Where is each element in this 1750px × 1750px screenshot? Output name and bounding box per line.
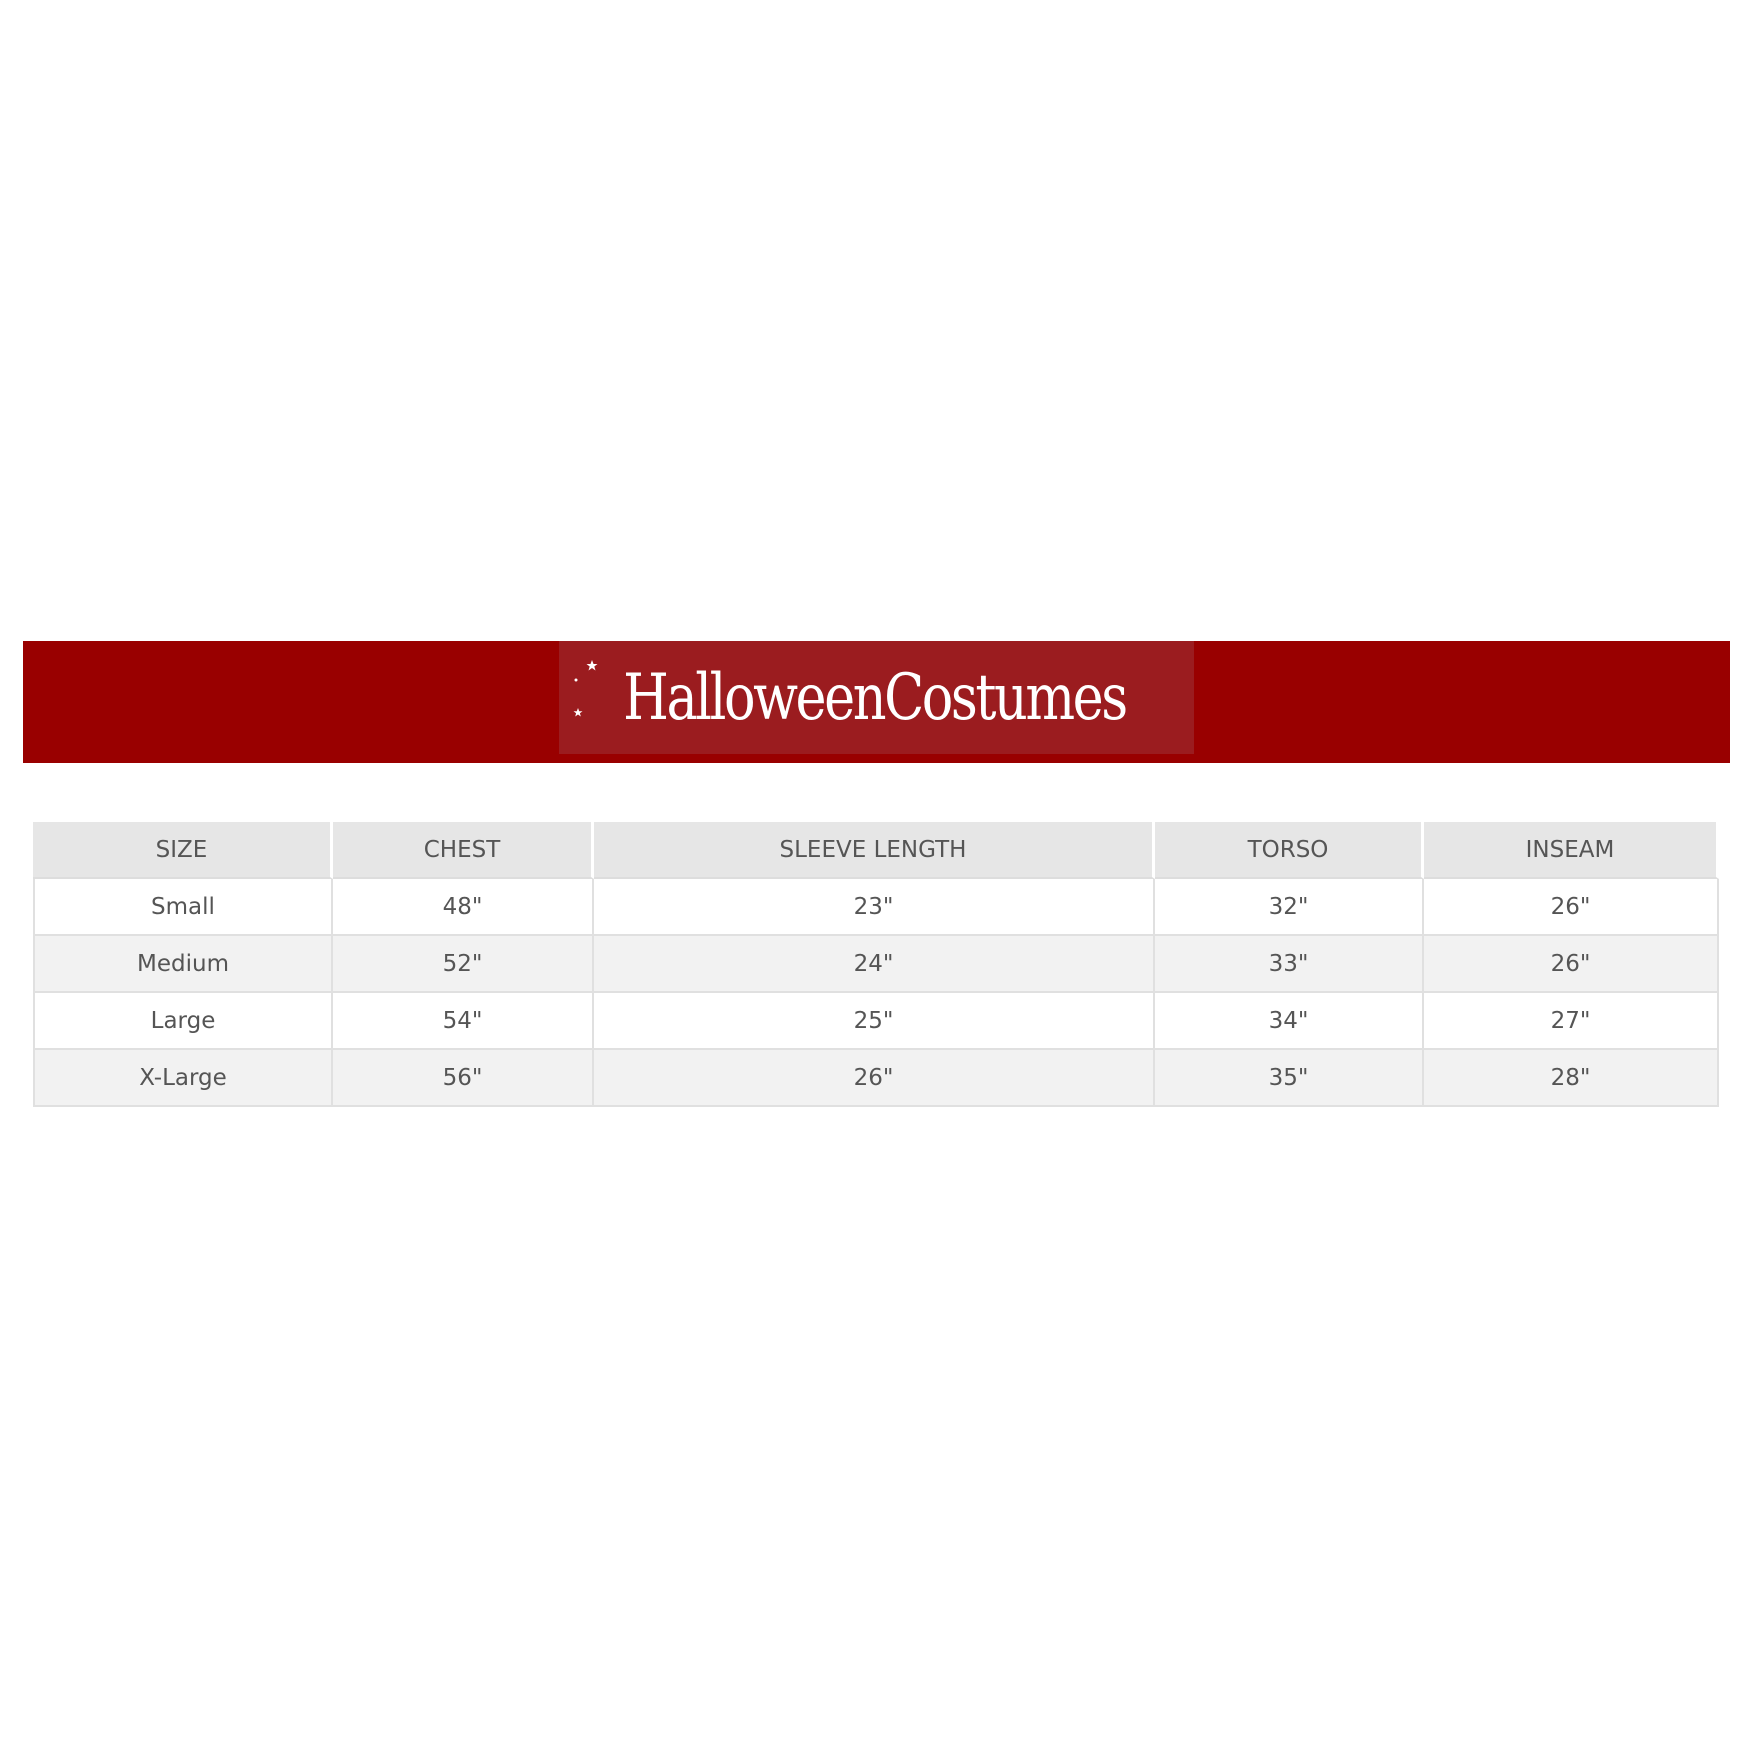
cell-size: Small [33, 879, 333, 936]
table-row: Small 48" 23" 32" 26" [33, 879, 1719, 936]
cell-size: Medium [33, 936, 333, 993]
cell-chest: 52" [333, 936, 594, 993]
brand-banner: HalloweenCostumes [23, 641, 1730, 763]
cell-torso: 33" [1155, 936, 1424, 993]
logo: HalloweenCostumes [559, 641, 1194, 754]
star-icon [573, 659, 598, 716]
cell-chest: 54" [333, 993, 594, 1050]
header-sleeve-length: SLEEVE LENGTH [594, 822, 1155, 879]
cell-sleeve-length: 24" [594, 936, 1155, 993]
cell-sleeve-length: 25" [594, 993, 1155, 1050]
cell-sleeve-length: 23" [594, 879, 1155, 936]
header-inseam: INSEAM [1424, 822, 1719, 879]
header-row: SIZE CHEST SLEEVE LENGTH TORSO INSEAM [33, 822, 1719, 879]
table-row: Medium 52" 24" 33" 26" [33, 936, 1719, 993]
cell-inseam: 28" [1424, 1050, 1719, 1107]
size-chart-table: SIZE CHEST SLEEVE LENGTH TORSO INSEAM Sm… [33, 822, 1719, 1107]
cell-inseam: 26" [1424, 879, 1719, 936]
cell-size: Large [33, 993, 333, 1050]
cell-torso: 32" [1155, 879, 1424, 936]
cell-chest: 48" [333, 879, 594, 936]
cell-torso: 35" [1155, 1050, 1424, 1107]
cell-inseam: 26" [1424, 936, 1719, 993]
table-body: Small 48" 23" 32" 26" Medium 52" 24" 33" 26" Large… [33, 879, 1719, 1107]
logo-text: HalloweenCostumes [623, 660, 1128, 735]
cell-size: X-Large [33, 1050, 333, 1107]
cell-torso: 34" [1155, 993, 1424, 1050]
logo-wrap: HalloweenCostumes [572, 658, 1181, 738]
header-size: SIZE [33, 822, 333, 879]
cell-chest: 56" [333, 1050, 594, 1107]
cell-sleeve-length: 26" [594, 1050, 1155, 1107]
table-row: X-Large 56" 26" 35" 28" [33, 1050, 1719, 1107]
header-chest: CHEST [333, 822, 594, 879]
cell-inseam: 27" [1424, 993, 1719, 1050]
table-row: Large 54" 25" 34" 27" [33, 993, 1719, 1050]
header-torso: TORSO [1155, 822, 1424, 879]
